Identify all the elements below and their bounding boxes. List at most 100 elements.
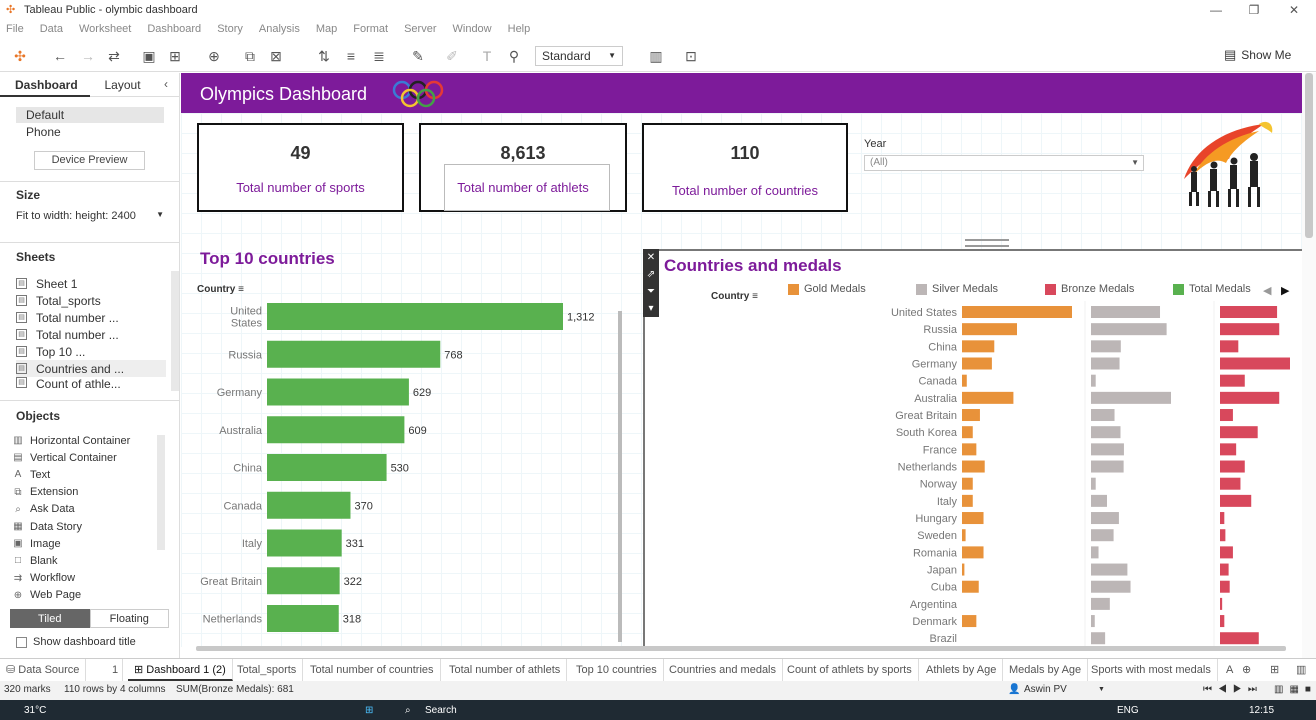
remove-icon[interactable]: ✕ (643, 249, 659, 266)
fit-select[interactable]: Standard ▼ (535, 46, 623, 66)
medal-bar[interactable] (1091, 358, 1120, 370)
new-story-tab-icon[interactable]: ▥ (1290, 659, 1312, 681)
sheet-counter-tab[interactable]: 1 (108, 659, 123, 681)
sheet-navigation-icon[interactable]: ⏮◀▶⏭ (1203, 684, 1263, 695)
medal-bar[interactable] (1220, 358, 1290, 370)
medal-bar[interactable] (1220, 409, 1233, 421)
size-select[interactable]: Fit to width: height: 2400 ▼ (16, 210, 164, 222)
chevron-down-icon[interactable]: ▼ (1098, 686, 1105, 693)
medal-bar[interactable] (1091, 478, 1096, 490)
medal-bar[interactable] (1091, 564, 1127, 576)
sort-descending-icon[interactable]: ≣ (369, 46, 389, 66)
medal-bar[interactable] (962, 495, 973, 507)
top10-bar[interactable] (267, 454, 387, 481)
medal-bar[interactable] (1091, 340, 1121, 352)
menu-dashboard[interactable]: Dashboard (147, 23, 201, 35)
top10-bar[interactable] (267, 341, 440, 368)
object-item[interactable]: □ Blank (13, 552, 163, 569)
dashboard-tab[interactable]: ⊞ Dashboard 1 (2) (128, 659, 233, 681)
medal-bar[interactable] (962, 340, 994, 352)
sheet-tab[interactable]: Total number of athlets (443, 659, 567, 681)
medal-bar[interactable] (1091, 615, 1095, 627)
sheet-tab[interactable]: Total number of countries (304, 659, 441, 681)
medal-bar[interactable] (1220, 512, 1224, 524)
medal-bar[interactable] (962, 375, 967, 387)
new-data-source-icon[interactable]: ⊞ (165, 46, 185, 66)
canvas-vscroll[interactable] (1305, 73, 1313, 238)
medal-bar[interactable] (1220, 478, 1240, 490)
medal-bar[interactable] (1220, 529, 1225, 541)
view-mode-icon[interactable]: ▥▦■ (1274, 684, 1316, 695)
tableau-start-icon[interactable]: ✣ (10, 46, 30, 66)
device-default[interactable]: Default (16, 107, 164, 123)
sheet-tab[interactable]: Top 10 countries (570, 659, 664, 681)
medal-bar[interactable] (962, 409, 980, 421)
medal-bar[interactable] (962, 581, 979, 593)
scroll-right-icon[interactable]: ▶ (1281, 284, 1289, 297)
search-icon[interactable]: ⌕ (405, 705, 411, 716)
weather-temp[interactable]: 31°C (24, 705, 46, 716)
medal-bar[interactable] (1220, 426, 1258, 438)
medal-bar[interactable] (1220, 306, 1277, 318)
presentation-icon[interactable]: ⊡ (681, 46, 701, 66)
menu-data[interactable]: Data (40, 23, 63, 35)
labels-icon[interactable]: T (477, 46, 497, 66)
object-item[interactable]: ▣ Image (13, 535, 163, 552)
save-icon[interactable]: ▣ (139, 46, 159, 66)
medal-bar[interactable] (1220, 461, 1245, 473)
top10-bar[interactable] (267, 416, 404, 443)
object-item[interactable]: ▦ Data Story (13, 518, 163, 535)
medal-bar[interactable] (1091, 392, 1171, 404)
maximize-button[interactable]: ❐ (1234, 0, 1274, 20)
replay-icon[interactable]: ⇄ (104, 46, 124, 66)
object-item[interactable]: ⊕ Web Page (13, 587, 163, 604)
medal-bar[interactable] (1220, 392, 1279, 404)
tiled-button[interactable]: Tiled (10, 609, 90, 628)
medal-bar[interactable] (962, 529, 966, 541)
medal-bar[interactable] (1220, 443, 1236, 455)
sheet-item[interactable]: ▤ Countries and ... (16, 360, 166, 377)
clock-time[interactable]: 12:15 (1249, 705, 1274, 716)
canvas-hscroll[interactable] (196, 646, 1286, 651)
medal-bar[interactable] (962, 461, 985, 473)
medal-bar[interactable] (1091, 581, 1131, 593)
sheet-tab[interactable]: Countries and medals (663, 659, 783, 681)
data-source-tab[interactable]: ⛁ Data Source (0, 659, 86, 681)
medal-bar[interactable] (962, 323, 1017, 335)
top10-country-header[interactable]: Country ≡ (197, 284, 244, 295)
device-phone[interactable]: Phone (16, 124, 164, 140)
medal-bar[interactable] (962, 358, 992, 370)
object-item[interactable]: ⇉ Workflow (13, 570, 163, 587)
medal-bar[interactable] (1220, 340, 1238, 352)
floating-button[interactable]: Floating (90, 609, 170, 628)
medal-bar[interactable] (1220, 323, 1279, 335)
medal-bar[interactable] (1220, 581, 1230, 593)
medal-bar[interactable] (962, 478, 973, 490)
medal-bar[interactable] (1220, 375, 1245, 387)
top10-bar[interactable] (267, 303, 563, 330)
sheet-tab[interactable]: Total_sports (231, 659, 303, 681)
medal-bar[interactable] (962, 564, 964, 576)
year-filter-select[interactable]: (All) ▼ (864, 155, 1144, 171)
medal-bar[interactable] (1091, 495, 1107, 507)
highlight-icon[interactable]: ✎ (408, 46, 428, 66)
filter-icon[interactable]: ⏷ (643, 283, 659, 300)
object-item[interactable]: ▥ Horizontal Container (13, 432, 163, 449)
show-dashboard-title-checkbox[interactable]: Show dashboard title (16, 636, 136, 648)
medal-bar[interactable] (962, 392, 1013, 404)
scroll-left-icon[interactable]: ◀ (1263, 284, 1271, 297)
medal-bar[interactable] (1091, 375, 1096, 387)
top10-bar[interactable] (267, 492, 350, 519)
object-item[interactable]: ⌕ Ask Data (13, 501, 163, 518)
medal-bar[interactable] (962, 306, 1072, 318)
clear-sheet-icon[interactable]: ⊠ (266, 46, 286, 66)
sheet-tab[interactable]: Athlets by Age (920, 659, 1003, 681)
duplicate-icon[interactable]: ⧉ (240, 46, 260, 66)
sort-ascending-icon[interactable]: ≡ (341, 46, 361, 66)
medal-bar[interactable] (1220, 615, 1224, 627)
medal-bar[interactable] (1091, 306, 1160, 318)
pin-icon[interactable]: ⚲ (504, 46, 524, 66)
swap-icon[interactable]: ⇅ (314, 46, 334, 66)
menu-help[interactable]: Help (508, 23, 531, 35)
medal-bar[interactable] (1220, 564, 1229, 576)
